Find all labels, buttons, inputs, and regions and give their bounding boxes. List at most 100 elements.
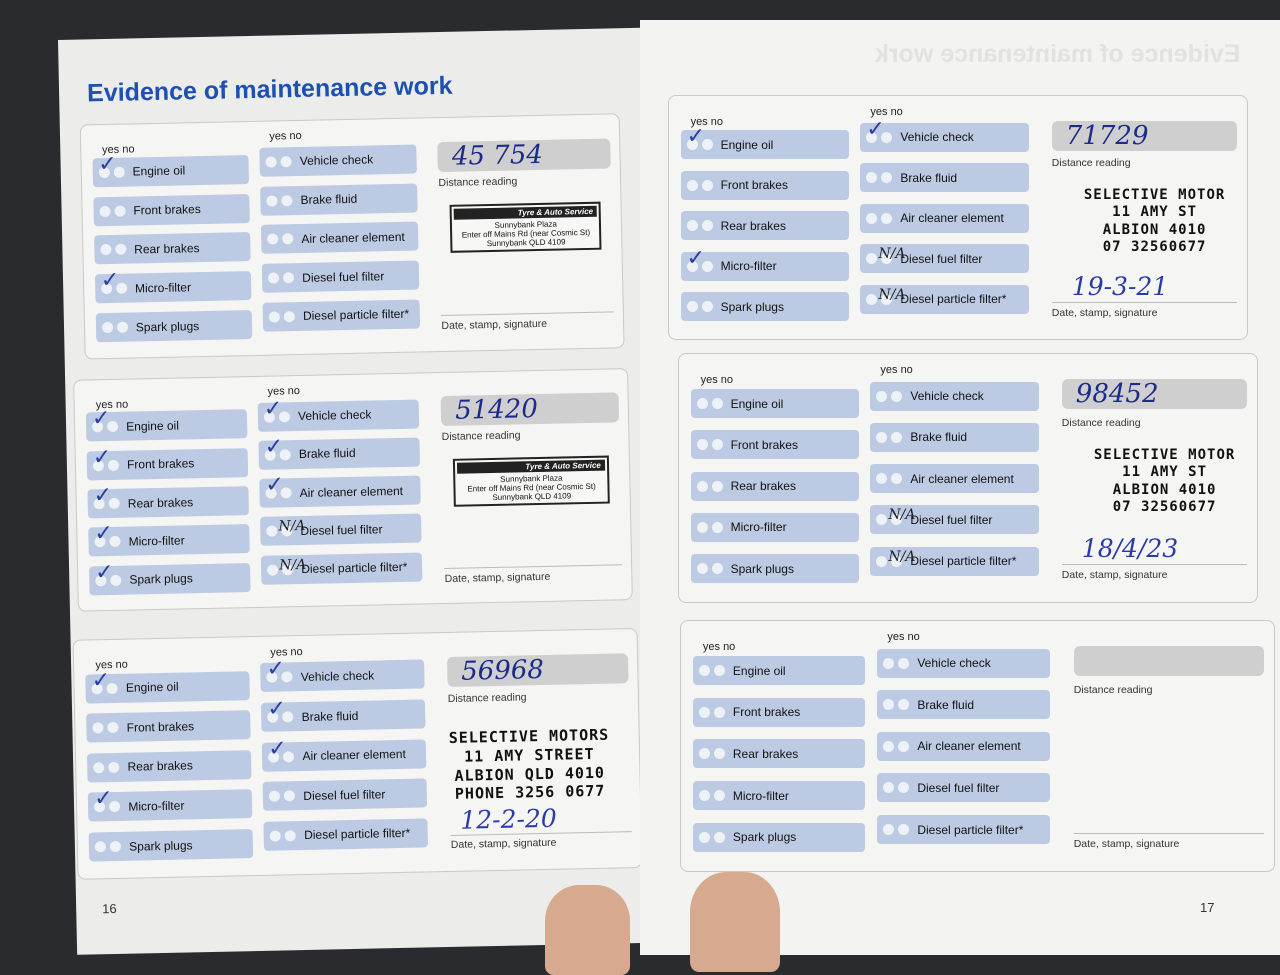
service-item[interactable]: N/A Diesel fuel filter: [860, 244, 1029, 274]
no-checkbox[interactable]: [701, 301, 713, 312]
yes-checkbox[interactable]: [866, 131, 878, 143]
service-item[interactable]: ✓ Brake fluid: [261, 696, 426, 732]
service-item[interactable]: Diesel particle filter*: [262, 299, 420, 332]
service-item[interactable]: ✓ Micro-filter: [88, 521, 250, 557]
yes-checkbox[interactable]: [101, 321, 113, 334]
service-item[interactable]: N/A Diesel fuel filter: [870, 505, 1039, 535]
service-item[interactable]: Rear brakes: [692, 739, 866, 769]
no-checkbox[interactable]: [108, 761, 120, 773]
yes-checkbox[interactable]: [696, 398, 708, 409]
no-checkbox[interactable]: [713, 665, 725, 677]
distance-field[interactable]: 51420: [440, 392, 620, 427]
service-item[interactable]: Brake fluid: [860, 163, 1029, 193]
service-item[interactable]: ✓ Vehicle check: [260, 657, 425, 693]
service-item[interactable]: Brake fluid: [260, 183, 418, 216]
service-item[interactable]: Vehicle check: [259, 144, 417, 177]
distance-field[interactable]: [1073, 646, 1265, 677]
service-item[interactable]: Spark plugs: [690, 554, 859, 583]
no-checkbox[interactable]: [898, 740, 910, 752]
no-checkbox[interactable]: [701, 220, 713, 232]
yes-checkbox[interactable]: [268, 311, 281, 323]
service-item[interactable]: Rear brakes: [680, 211, 849, 241]
no-checkbox[interactable]: [881, 172, 893, 184]
service-item[interactable]: Front brakes: [86, 710, 251, 743]
service-item[interactable]: ✓ Engine oil: [85, 668, 250, 704]
no-checkbox[interactable]: [891, 390, 903, 402]
service-item[interactable]: Engine oil: [690, 389, 859, 418]
no-checkbox[interactable]: [283, 311, 296, 323]
service-item[interactable]: ✓ Vehicle check: [257, 396, 420, 432]
service-item[interactable]: ✓ Vehicle check: [860, 117, 1029, 152]
distance-field[interactable]: 45 754: [437, 137, 611, 172]
yes-checkbox[interactable]: [93, 761, 105, 774]
distance-field[interactable]: 71729: [1051, 120, 1238, 151]
service-item[interactable]: Spark plugs: [680, 292, 849, 321]
yes-checkbox[interactable]: [686, 139, 698, 151]
yes-checkbox[interactable]: [883, 699, 895, 711]
yes-checkbox[interactable]: [696, 563, 708, 574]
service-item[interactable]: ✓ Micro-filter: [680, 246, 849, 281]
service-item[interactable]: Front brakes: [692, 697, 866, 727]
service-item[interactable]: N/A Diesel particle filter*: [870, 546, 1039, 576]
no-checkbox[interactable]: [283, 272, 295, 284]
yes-checkbox[interactable]: [92, 722, 104, 734]
no-checkbox[interactable]: [891, 431, 903, 443]
yes-checkbox[interactable]: [698, 706, 710, 718]
yes-checkbox[interactable]: [876, 390, 888, 402]
service-item[interactable]: Engine oil: [692, 656, 866, 686]
no-checkbox[interactable]: [881, 212, 893, 224]
distance-field[interactable]: 56968: [446, 653, 629, 687]
no-checkbox[interactable]: [116, 321, 128, 333]
service-item[interactable]: ✓ Spark plugs: [89, 560, 251, 596]
yes-checkbox[interactable]: [876, 473, 888, 484]
yes-checkbox[interactable]: [266, 525, 278, 538]
distance-field[interactable]: 98452: [1061, 379, 1248, 409]
yes-checkbox[interactable]: [883, 782, 895, 794]
service-item[interactable]: Diesel fuel filter: [877, 773, 1050, 803]
yes-checkbox[interactable]: [698, 831, 710, 843]
service-item[interactable]: Spark plugs: [88, 829, 254, 862]
service-item[interactable]: Rear brakes: [690, 471, 859, 501]
service-item[interactable]: Rear brakes: [87, 749, 252, 783]
service-item[interactable]: Diesel fuel filter: [263, 778, 428, 812]
service-item[interactable]: Front brakes: [93, 193, 251, 226]
no-checkbox[interactable]: [281, 194, 293, 206]
service-item[interactable]: ✓ Front brakes: [86, 445, 249, 481]
no-checkbox[interactable]: [891, 473, 903, 484]
yes-checkbox[interactable]: [267, 564, 279, 576]
yes-checkbox[interactable]: [686, 179, 698, 191]
service-item[interactable]: Micro-filter: [690, 512, 859, 542]
yes-checkbox[interactable]: [267, 233, 279, 246]
no-checkbox[interactable]: [711, 439, 723, 451]
yes-checkbox[interactable]: [883, 824, 895, 836]
yes-checkbox[interactable]: [876, 431, 888, 443]
service-item[interactable]: N/A Diesel particle filter*: [860, 284, 1029, 314]
yes-checkbox[interactable]: [696, 439, 708, 451]
no-checkbox[interactable]: [711, 480, 723, 492]
yes-checkbox[interactable]: [698, 790, 710, 802]
service-item[interactable]: Air cleaner element: [860, 203, 1029, 233]
service-item[interactable]: ✓ Engine oil: [92, 152, 250, 188]
service-item[interactable]: ✓ Air cleaner element: [262, 736, 427, 772]
service-item[interactable]: ✓ Brake fluid: [258, 434, 421, 470]
yes-checkbox[interactable]: [686, 260, 698, 272]
no-checkbox[interactable]: [701, 260, 713, 272]
yes-checkbox[interactable]: [100, 244, 112, 256]
no-checkbox[interactable]: [891, 514, 903, 526]
service-item[interactable]: Vehicle check: [870, 381, 1039, 411]
service-item[interactable]: Front brakes: [680, 170, 849, 200]
yes-checkbox[interactable]: [866, 212, 878, 224]
no-checkbox[interactable]: [115, 244, 127, 256]
yes-checkbox[interactable]: [696, 480, 708, 492]
no-checkbox[interactable]: [711, 521, 723, 533]
service-item[interactable]: N/A Diesel particle filter*: [260, 552, 423, 585]
yes-checkbox[interactable]: [883, 657, 895, 669]
no-checkbox[interactable]: [711, 398, 723, 409]
yes-checkbox[interactable]: [266, 195, 278, 207]
service-item[interactable]: Diesel fuel filter: [261, 260, 420, 293]
yes-checkbox[interactable]: [876, 555, 888, 567]
service-item[interactable]: Air cleaner element: [261, 221, 419, 255]
no-checkbox[interactable]: [107, 722, 119, 734]
no-checkbox[interactable]: [284, 790, 296, 802]
service-item[interactable]: Diesel particle filter*: [877, 815, 1050, 845]
